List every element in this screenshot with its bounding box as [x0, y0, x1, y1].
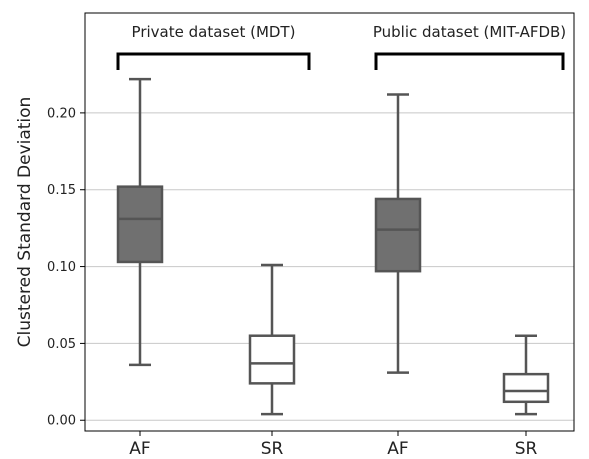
box-3 [374, 93, 422, 374]
group-bracket: Public dataset (MIT-AFDB) [373, 23, 566, 70]
plot-frame [84, 12, 575, 432]
y-tick-label: 0.00 [47, 414, 76, 429]
group-brackets: Private dataset (MDT) Public dataset (MIT… [116, 23, 566, 70]
box-4 [502, 334, 550, 416]
y-axis: 0.00 0.05 0.10 0.15 0.20 [47, 106, 85, 429]
y-tick-label: 0.10 [47, 260, 76, 275]
x-axis: AF SR AF SR [129, 431, 537, 459]
box-iqr [116, 185, 164, 264]
box-iqr [248, 334, 296, 385]
y-tick-label: 0.20 [47, 106, 76, 121]
y-axis-label: Clustered Standard Deviation [15, 97, 35, 348]
x-tick-label: SR [515, 439, 538, 459]
group-bracket: Private dataset (MDT) [116, 23, 311, 70]
box-2 [248, 263, 296, 416]
boxes [116, 77, 550, 416]
grid-lines [85, 112, 574, 421]
box-iqr [502, 372, 550, 404]
group-label: Public dataset (MIT-AFDB) [373, 23, 566, 41]
x-tick-label: AF [129, 439, 150, 459]
x-tick-label: AF [387, 439, 408, 459]
box-1 [116, 77, 164, 367]
bracket-line [374, 52, 565, 70]
x-tick-label: SR [261, 439, 284, 459]
y-tick-label: 0.05 [47, 337, 76, 352]
group-label: Private dataset (MDT) [132, 23, 296, 41]
y-tick-label: 0.15 [47, 183, 76, 198]
box-iqr [374, 197, 422, 273]
bracket-line [116, 52, 311, 70]
